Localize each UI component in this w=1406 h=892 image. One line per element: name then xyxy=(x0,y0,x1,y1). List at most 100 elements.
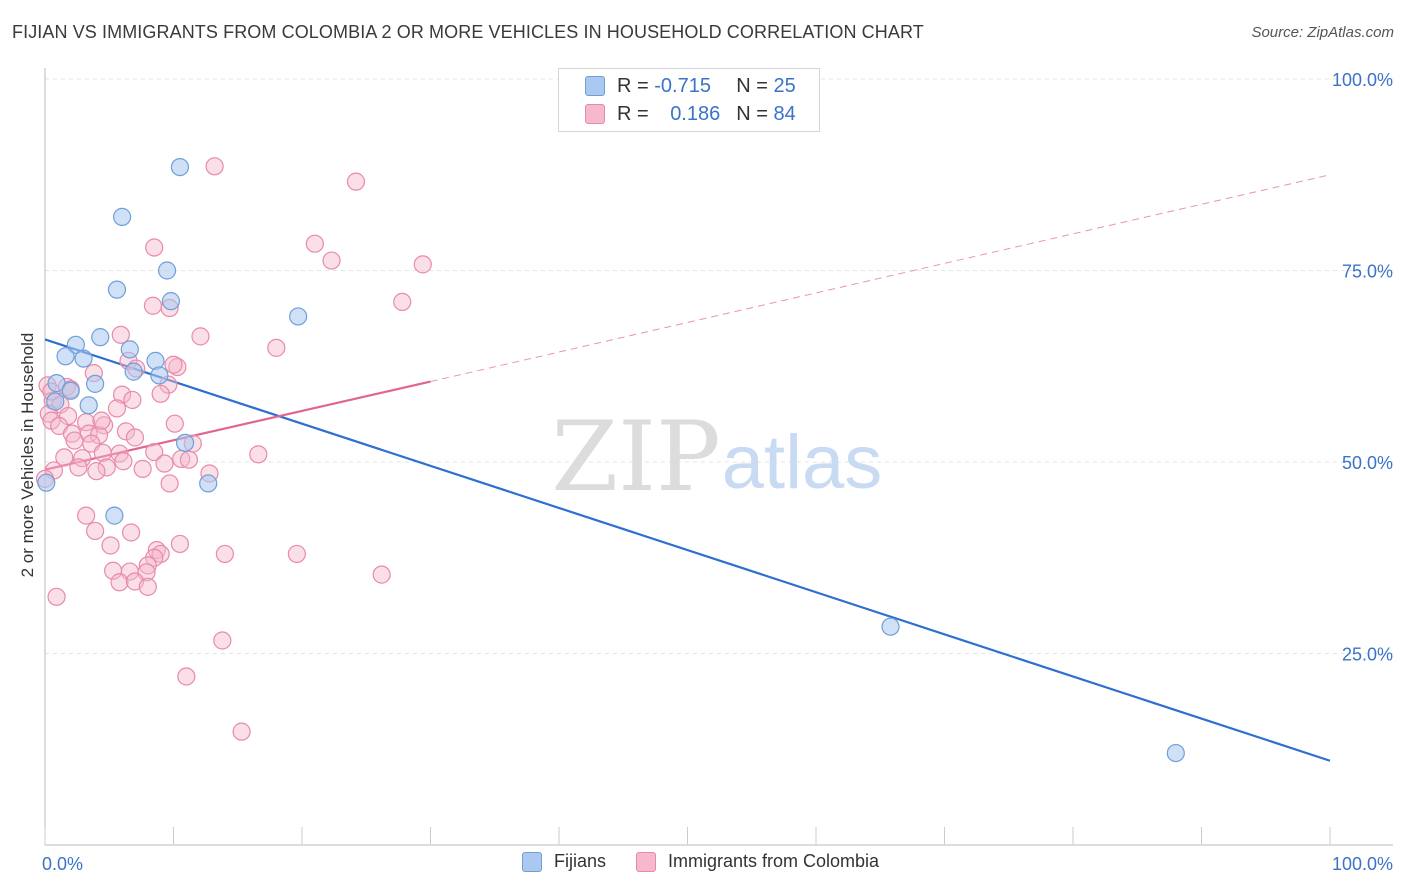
fijian-point xyxy=(157,261,177,280)
fijian-point xyxy=(105,506,124,525)
source-label: Source: ZipAtlas.com xyxy=(1251,24,1394,41)
colombia-point xyxy=(145,442,164,462)
colombia-point xyxy=(114,452,133,471)
fijian-point xyxy=(86,374,105,393)
colombia-point xyxy=(165,414,184,433)
colombia-point xyxy=(138,556,157,575)
blue-swatch xyxy=(585,76,605,96)
fijian-point xyxy=(124,362,143,381)
colombia-point xyxy=(372,565,391,584)
grid-lines xyxy=(45,78,1393,654)
data-points xyxy=(35,157,1185,763)
fijian-point xyxy=(112,207,132,226)
colombia-point xyxy=(305,234,324,253)
colombia-point xyxy=(59,406,78,426)
fijian-point xyxy=(56,347,75,366)
colombia-point xyxy=(116,422,136,441)
legend-item-fijians: Fijians xyxy=(522,851,606,872)
fijian-point xyxy=(61,381,80,400)
colombia-point xyxy=(143,296,163,315)
fijian-point xyxy=(74,349,93,368)
colombia-point xyxy=(86,521,105,541)
pink-swatch xyxy=(636,851,657,872)
tick-labels: 25.0% 50.0% 75.0% 100.0% 0.0% 100.0% xyxy=(42,70,1393,874)
n-value: 25 xyxy=(773,74,796,97)
colombia-point xyxy=(155,454,174,473)
trend-lines xyxy=(44,174,1331,762)
fijian-point xyxy=(107,280,127,299)
legend-label: Fijians xyxy=(554,851,607,871)
legend-row-colombia: R = 0.186 N = 84 xyxy=(585,102,796,126)
colombia-point xyxy=(69,458,88,477)
watermark: ZIP atlas xyxy=(551,401,882,513)
colombia-point xyxy=(92,411,111,430)
colombia-point xyxy=(87,462,106,481)
fijian-point xyxy=(91,328,110,347)
series-legend: Fijians Immigrants from Colombia xyxy=(522,851,909,872)
colombia-point xyxy=(138,577,157,596)
fijian-point xyxy=(79,396,98,415)
x-tick-label: 100.0% xyxy=(1332,854,1393,874)
colombia-point xyxy=(112,385,132,404)
fijian-point xyxy=(66,335,85,354)
n-label: N = xyxy=(736,102,768,125)
fijian-point xyxy=(170,157,190,177)
colombia-point xyxy=(205,157,224,176)
fijian-point xyxy=(150,366,169,385)
colombia-point xyxy=(160,474,179,493)
r-value: -0.715 xyxy=(654,74,711,97)
n-label: N = xyxy=(736,74,768,97)
chart-title: FIJIAN VS IMMIGRANTS FROM COLOMBIA 2 OR … xyxy=(12,22,924,42)
colombia-point xyxy=(191,327,210,346)
colombia-point xyxy=(215,544,234,564)
fijian-point xyxy=(37,473,56,492)
fijian-point xyxy=(120,340,139,359)
colombia-point xyxy=(267,338,286,357)
colombia-point xyxy=(249,445,268,464)
colombia-point xyxy=(107,399,127,418)
colombia-point xyxy=(101,536,120,555)
colombia-point xyxy=(151,384,170,403)
legend-item-colombia: Immigrants from Colombia xyxy=(636,851,879,872)
colombia-point xyxy=(287,544,306,564)
colombia-point xyxy=(65,431,84,450)
colombia-point xyxy=(213,631,232,650)
pink-swatch xyxy=(585,104,605,124)
watermark-atlas: atlas xyxy=(722,420,883,505)
fijian-point xyxy=(161,292,181,311)
fijian-point xyxy=(175,433,195,452)
fijian-point xyxy=(199,474,218,493)
fijian-point xyxy=(1166,743,1185,763)
colombia-point xyxy=(73,449,92,468)
axes xyxy=(44,68,1393,846)
y-tick-label: 75.0% xyxy=(1342,262,1393,282)
colombia-point xyxy=(133,459,152,478)
colombia-point xyxy=(393,292,412,312)
colombia-point xyxy=(413,255,432,274)
colombia-point xyxy=(97,458,116,477)
r-value: 0.186 xyxy=(670,102,721,125)
fijian-point xyxy=(881,617,900,636)
blue-swatch xyxy=(522,851,542,872)
colombia-point xyxy=(47,587,66,606)
legend-label: Immigrants from Colombia xyxy=(668,851,880,871)
colombia-trend-line xyxy=(44,380,431,471)
colombia-point xyxy=(170,534,190,554)
colombia-point xyxy=(111,325,130,344)
colombia-point xyxy=(145,238,164,257)
y-tick-label: 100.0% xyxy=(1332,70,1393,90)
fijian-point xyxy=(289,307,308,326)
colombia-point xyxy=(232,722,251,741)
legend-row-fijians: R = -0.715 N = 25 xyxy=(585,74,796,98)
y-tick-label: 25.0% xyxy=(1342,645,1393,665)
correlation-legend: R = -0.715 N = 25 R = 0.186 N = 84 xyxy=(558,68,820,132)
colombia-point xyxy=(179,450,199,469)
colombia-point xyxy=(322,251,341,270)
colombia-point xyxy=(125,428,145,447)
colombia-point xyxy=(77,506,96,525)
fijian-point xyxy=(47,374,66,393)
colombia-point xyxy=(123,390,142,410)
colombia-trend-extension xyxy=(430,174,1331,383)
fijian-point xyxy=(46,392,65,411)
